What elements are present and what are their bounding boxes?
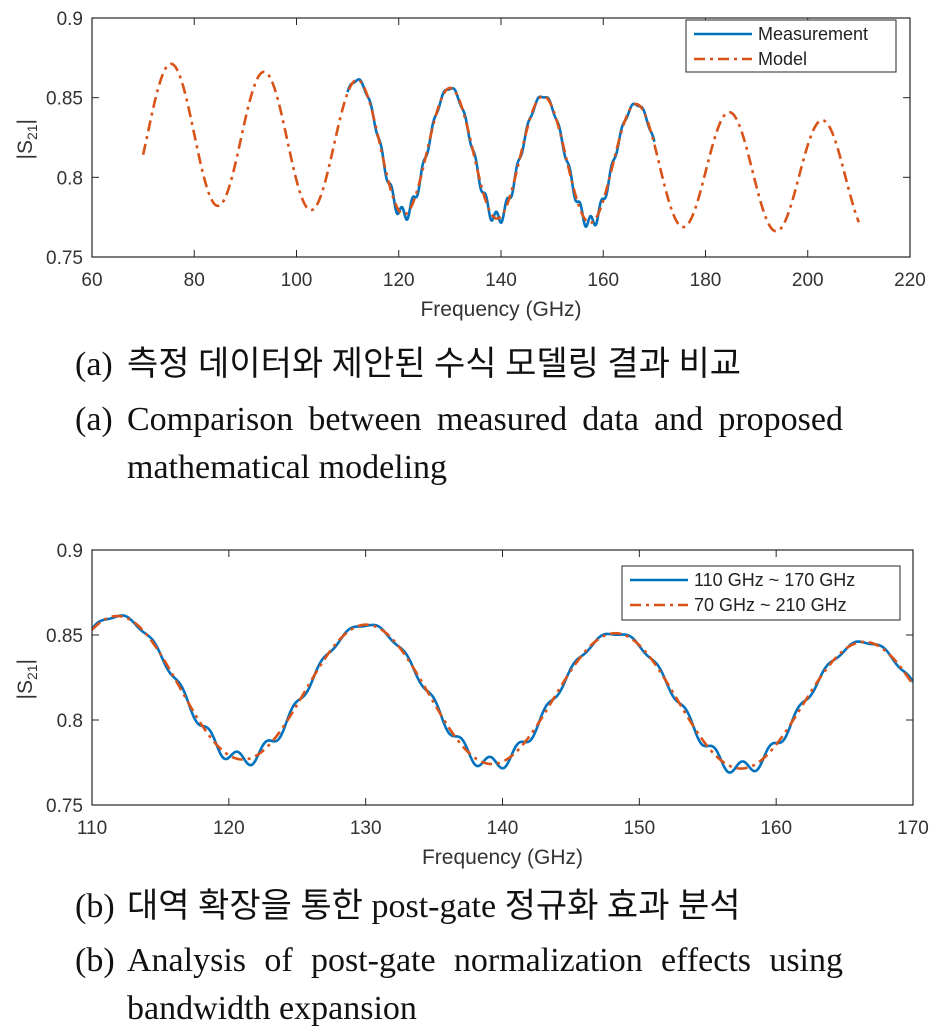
y-tick-label: 0.75 xyxy=(46,796,83,817)
series-line-1 xyxy=(92,614,913,774)
y-tick-label: 0.75 xyxy=(46,248,83,269)
y-tick-label: 0.85 xyxy=(46,626,83,647)
x-tick-label: 140 xyxy=(485,270,517,291)
x-tick-label: 60 xyxy=(81,270,102,291)
legend-label-2: 70 GHz ~ 210 GHz xyxy=(694,595,847,615)
x-tick-label: 120 xyxy=(383,270,415,291)
caption-text: Comparison between measured data and pro… xyxy=(127,401,843,487)
x-tick-label: 160 xyxy=(587,270,619,291)
x-tick-label: 220 xyxy=(894,270,926,291)
series-line-1 xyxy=(346,78,656,229)
chart-b: 110 120 130 140 150 160 170 0.75 0.8 0.85 0.9 Frequ… xyxy=(14,541,929,869)
chart-a: 60 80 100 120 140 160 180 200 220 0.75 0.8 0.85 0.9 F… xyxy=(14,9,926,321)
caption-tag: (a) xyxy=(75,346,113,383)
caption-tag: (b) xyxy=(75,888,115,925)
caption-b-english: (b) Analysis of post-gate normalization e… xyxy=(75,937,845,1034)
y-axis-label: |S21| xyxy=(14,119,40,160)
caption-text: Analysis of post-gate normalization effe… xyxy=(127,942,843,1028)
series-line-2 xyxy=(141,62,861,233)
caption-text: 측정 데이터와 제안된 수식 모델링 결과 비교 xyxy=(127,346,742,383)
y-tick-label: 0.9 xyxy=(57,541,83,562)
caption-a-korean: (a) 측정 데이터와 제안된 수식 모델링 결과 비교 xyxy=(75,341,845,389)
y-tick-label: 0.8 xyxy=(57,168,83,189)
caption-b-korean: (b) 대역 확장을 통한 post-gate 정규화 효과 분석 xyxy=(75,883,845,931)
y-axis-label: |S21| xyxy=(14,659,40,700)
x-tick-label: 110 xyxy=(77,818,107,839)
caption-tag: (a) xyxy=(75,401,113,438)
legend: 110 GHz ~ 170 GHz 70 GHz ~ 210 GHz xyxy=(621,565,901,621)
legend-box xyxy=(685,19,897,73)
legend: Measurement Model xyxy=(685,19,897,73)
x-tick-label: 170 xyxy=(897,818,929,839)
x-tick-label: 150 xyxy=(623,818,655,839)
series-line-2 xyxy=(92,614,913,770)
legend-box xyxy=(621,565,901,621)
x-tick-label: 160 xyxy=(760,818,792,839)
x-tick-label: 140 xyxy=(487,818,519,839)
caption-tag: (b) xyxy=(75,942,115,979)
legend-label-2: Model xyxy=(758,49,807,69)
y-tick-label: 0.8 xyxy=(57,711,83,732)
y-tick-label: 0.9 xyxy=(57,9,83,30)
caption-text: 대역 확장을 통한 post-gate 정규화 효과 분석 xyxy=(127,888,741,925)
x-tick-label: 80 xyxy=(184,270,205,291)
legend-label-1: 110 GHz ~ 170 GHz xyxy=(694,570,855,590)
legend-label-1: Measurement xyxy=(758,24,868,44)
x-tick-label: 120 xyxy=(213,818,245,839)
x-axis-label: Frequency (GHz) xyxy=(422,846,583,869)
x-axis-label: Frequency (GHz) xyxy=(420,298,581,321)
x-tick-label: 180 xyxy=(690,270,722,291)
caption-a-english: (a) Comparison between measured data and … xyxy=(75,396,845,493)
x-tick-label: 130 xyxy=(350,818,382,839)
x-tick-label: 100 xyxy=(281,270,313,291)
x-tick-label: 200 xyxy=(792,270,824,291)
y-tick-label: 0.85 xyxy=(46,89,83,110)
